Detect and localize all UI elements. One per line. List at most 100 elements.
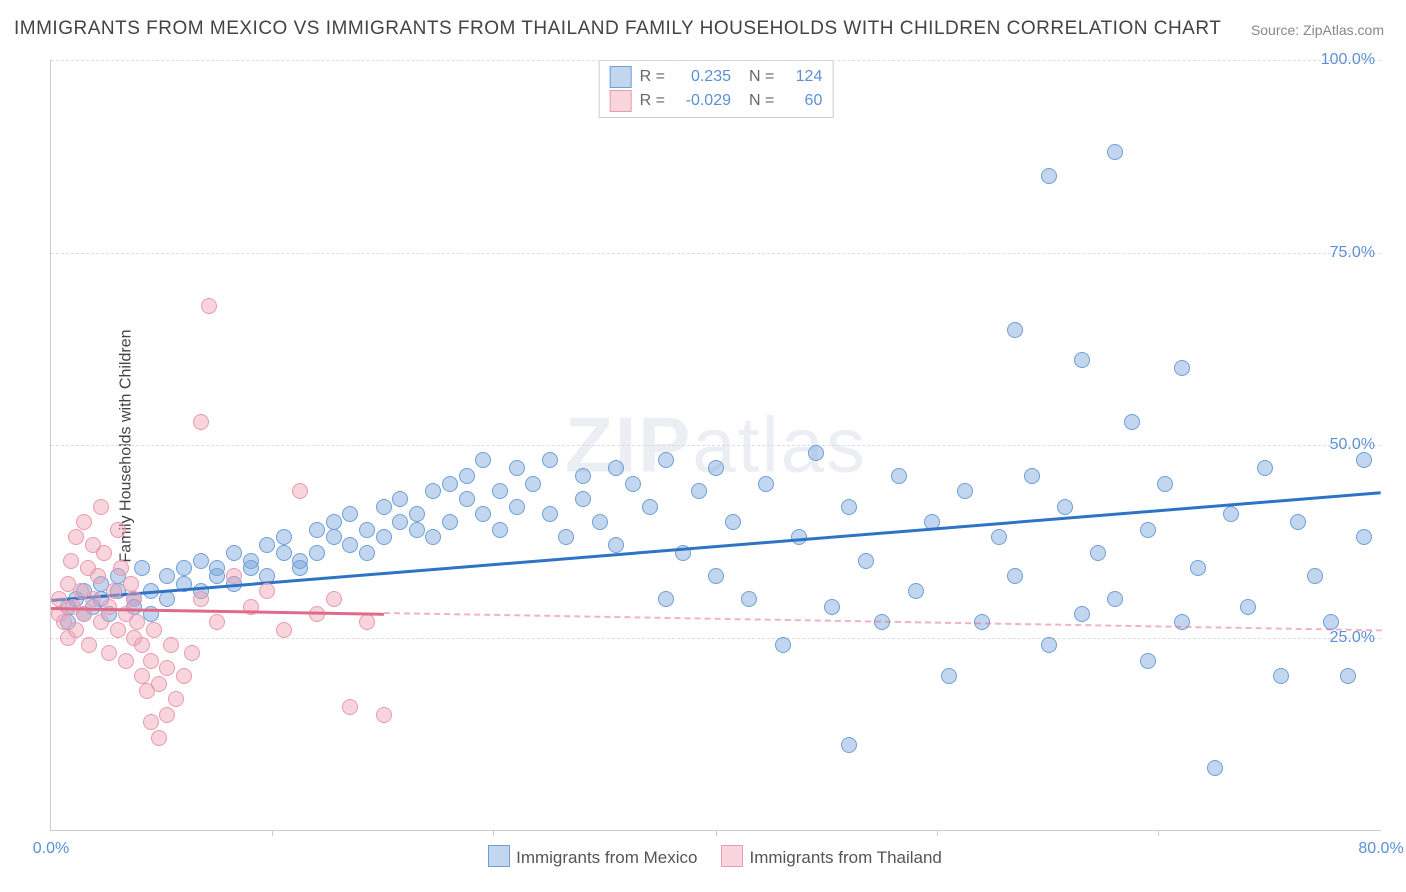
trendline-mexico [51,491,1381,602]
data-point-mexico [1240,599,1256,615]
data-point-mexico [425,529,441,545]
data-point-mexico [243,560,259,576]
data-point-thailand [118,653,134,669]
data-point-thailand [159,707,175,723]
n-value-thailand: 60 [782,89,822,113]
data-point-mexico [891,468,907,484]
data-point-mexico [209,568,225,584]
data-point-mexico [775,637,791,653]
data-point-mexico [1190,560,1206,576]
data-point-mexico [808,445,824,461]
data-point-mexico [359,545,375,561]
r-label: R = [640,89,665,113]
data-point-mexico [708,460,724,476]
data-point-mexico [459,468,475,484]
data-point-thailand [113,560,129,576]
data-point-mexico [1007,322,1023,338]
data-point-mexico [608,460,624,476]
x-tick-mark [716,830,717,836]
data-point-mexico [1340,668,1356,684]
x-tick-mark [493,830,494,836]
data-point-mexico [558,529,574,545]
data-point-mexico [1356,529,1372,545]
source-label: Source: ZipAtlas.com [1251,22,1384,38]
data-point-mexico [1074,606,1090,622]
y-tick-label: 100.0% [1321,51,1385,69]
swatch-mexico [610,66,632,88]
data-point-mexico [858,553,874,569]
data-point-mexico [276,529,292,545]
x-tick-mark [1158,830,1159,836]
data-point-thailand [143,653,159,669]
data-point-thailand [151,730,167,746]
swatch-thailand [610,90,632,112]
data-point-mexico [841,499,857,515]
data-point-thailand [90,568,106,584]
data-point-thailand [376,707,392,723]
data-point-mexico [159,591,175,607]
data-point-thailand [292,483,308,499]
data-point-thailand [81,637,97,653]
data-point-mexico [509,460,525,476]
data-point-mexico [957,483,973,499]
data-point-thailand [93,499,109,515]
data-point-thailand [101,645,117,661]
data-point-mexico [409,506,425,522]
data-point-mexico [475,452,491,468]
data-point-mexico [592,514,608,530]
data-point-thailand [101,599,117,615]
data-point-thailand [201,298,217,314]
gridline [51,638,1381,639]
data-point-thailand [193,591,209,607]
data-point-thailand [123,576,139,592]
data-point-mexico [1057,499,1073,515]
data-point-mexico [1223,506,1239,522]
data-point-thailand [106,583,122,599]
gridline [51,253,1381,254]
data-point-mexico [392,514,408,530]
data-point-thailand [68,529,84,545]
data-point-mexico [326,514,342,530]
data-point-mexico [326,529,342,545]
data-point-mexico [1290,514,1306,530]
data-point-mexico [758,476,774,492]
x-tick-mark [937,830,938,836]
data-point-mexico [176,560,192,576]
data-point-mexico [525,476,541,492]
y-tick-label: 75.0% [1330,244,1385,262]
data-point-mexico [409,522,425,538]
data-point-mexico [376,529,392,545]
data-point-mexico [376,499,392,515]
data-point-thailand [151,676,167,692]
data-point-mexico [259,537,275,553]
data-point-mexico [708,568,724,584]
data-point-mexico [542,506,558,522]
data-point-thailand [168,691,184,707]
data-point-mexico [625,476,641,492]
r-label: R = [640,65,665,89]
legend-label-mexico: Immigrants from Mexico [516,848,697,867]
data-point-mexico [1107,144,1123,160]
data-point-mexico [1174,360,1190,376]
data-point-mexico [542,452,558,468]
data-point-mexico [824,599,840,615]
gridline [51,60,1381,61]
data-point-thailand [159,660,175,676]
data-point-thailand [146,622,162,638]
data-point-mexico [741,591,757,607]
data-point-mexico [309,545,325,561]
data-point-thailand [68,622,84,638]
data-point-thailand [259,583,275,599]
data-point-mexico [442,476,458,492]
data-point-thailand [110,622,126,638]
data-point-mexico [841,737,857,753]
data-point-thailand [85,591,101,607]
data-point-mexico [908,583,924,599]
data-point-thailand [93,614,109,630]
data-point-mexico [658,591,674,607]
data-point-mexico [1140,653,1156,669]
data-point-thailand [276,622,292,638]
data-point-mexico [509,499,525,515]
data-point-thailand [63,553,79,569]
data-point-mexico [1041,168,1057,184]
